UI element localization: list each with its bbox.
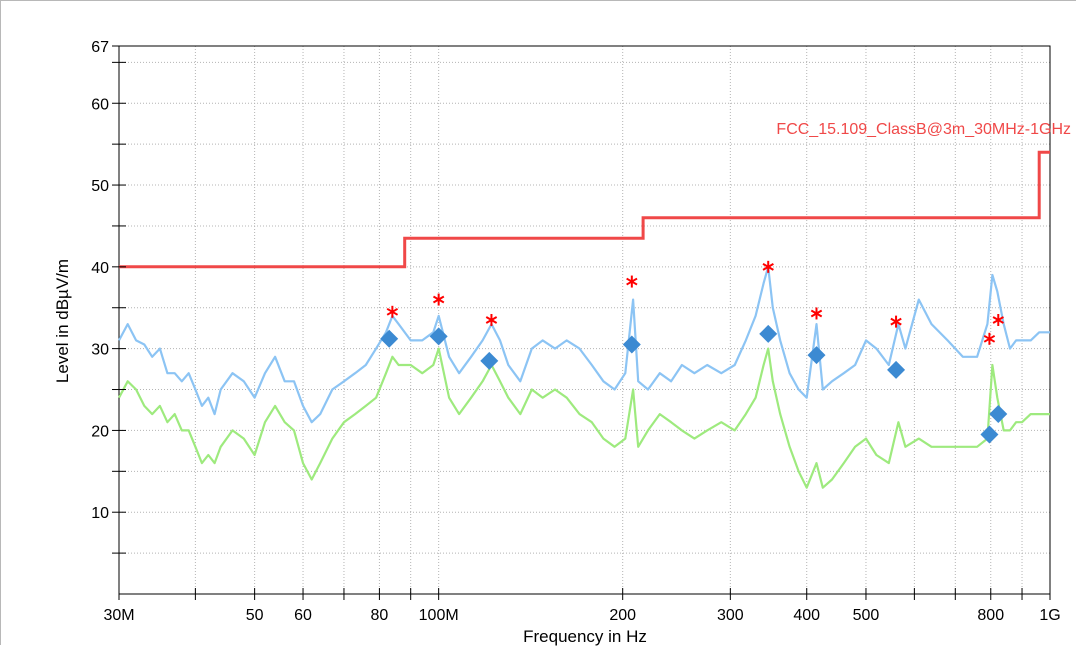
x-tick-label: 800 [977, 607, 1004, 624]
peak-marker-asterisk [890, 315, 902, 328]
final-marker-diamond [989, 405, 1008, 424]
series-line [118, 265, 1050, 424]
limit-layer [119, 150, 1050, 269]
x-tick-label: 400 [793, 607, 820, 624]
x-tick-label: 100M [419, 607, 459, 624]
y-tick-label: 30 [91, 342, 109, 359]
axis-layer: 10 20 30 40 50 60 67 30M 50 60 80 100M 200 300 400 500 8… [91, 39, 1060, 624]
limit-line [119, 150, 1050, 269]
final-marker-diamond [887, 360, 906, 379]
x-tick-label: 500 [853, 607, 880, 624]
y-tick-label: 67 [91, 39, 109, 56]
x-tick-label: 1G [1039, 607, 1060, 624]
grid [119, 46, 1050, 594]
final-marker-diamond [759, 324, 778, 343]
x-axis-title: Frequency in Hz [523, 627, 647, 646]
y-tick-label: 60 [91, 96, 109, 113]
final-marker-diamond [980, 425, 999, 444]
peak-marker-asterisk [762, 260, 774, 273]
marker-layer [380, 260, 1008, 444]
x-tick-label: 50 [246, 607, 264, 624]
x-tick-label: 300 [717, 607, 744, 624]
y-axis-title: Level in dBµV/m [53, 259, 72, 383]
peak-marker-asterisk [992, 314, 1004, 326]
y-tick-label: 40 [91, 260, 109, 277]
plot-border [118, 45, 1051, 595]
peak-marker-asterisk [983, 332, 996, 345]
peak-marker-asterisk [386, 305, 399, 318]
peak-marker-asterisk [485, 314, 498, 326]
y-tick-label: 10 [91, 505, 109, 522]
peak-marker-asterisk [626, 275, 638, 288]
series-line [118, 347, 1050, 489]
peak-marker-asterisk [810, 307, 823, 320]
x-tick-label: 200 [609, 607, 636, 624]
series-layer [118, 265, 1050, 489]
x-tick-label: 60 [294, 607, 312, 624]
final-marker-diamond [807, 346, 826, 365]
final-marker-diamond [622, 335, 641, 354]
y-tick-label: 20 [91, 423, 109, 440]
final-marker-diamond [380, 329, 399, 348]
y-tick-label: 50 [91, 178, 109, 195]
final-marker-diamond [429, 327, 448, 346]
x-tick-label: 30M [103, 607, 134, 624]
final-marker-diamond [480, 351, 499, 370]
x-tick-label: 80 [371, 607, 389, 624]
peak-marker-asterisk [432, 293, 445, 306]
limit-line-label: FCC_15.109_ClassB@3m_30MHz-1GHz [776, 121, 1071, 138]
